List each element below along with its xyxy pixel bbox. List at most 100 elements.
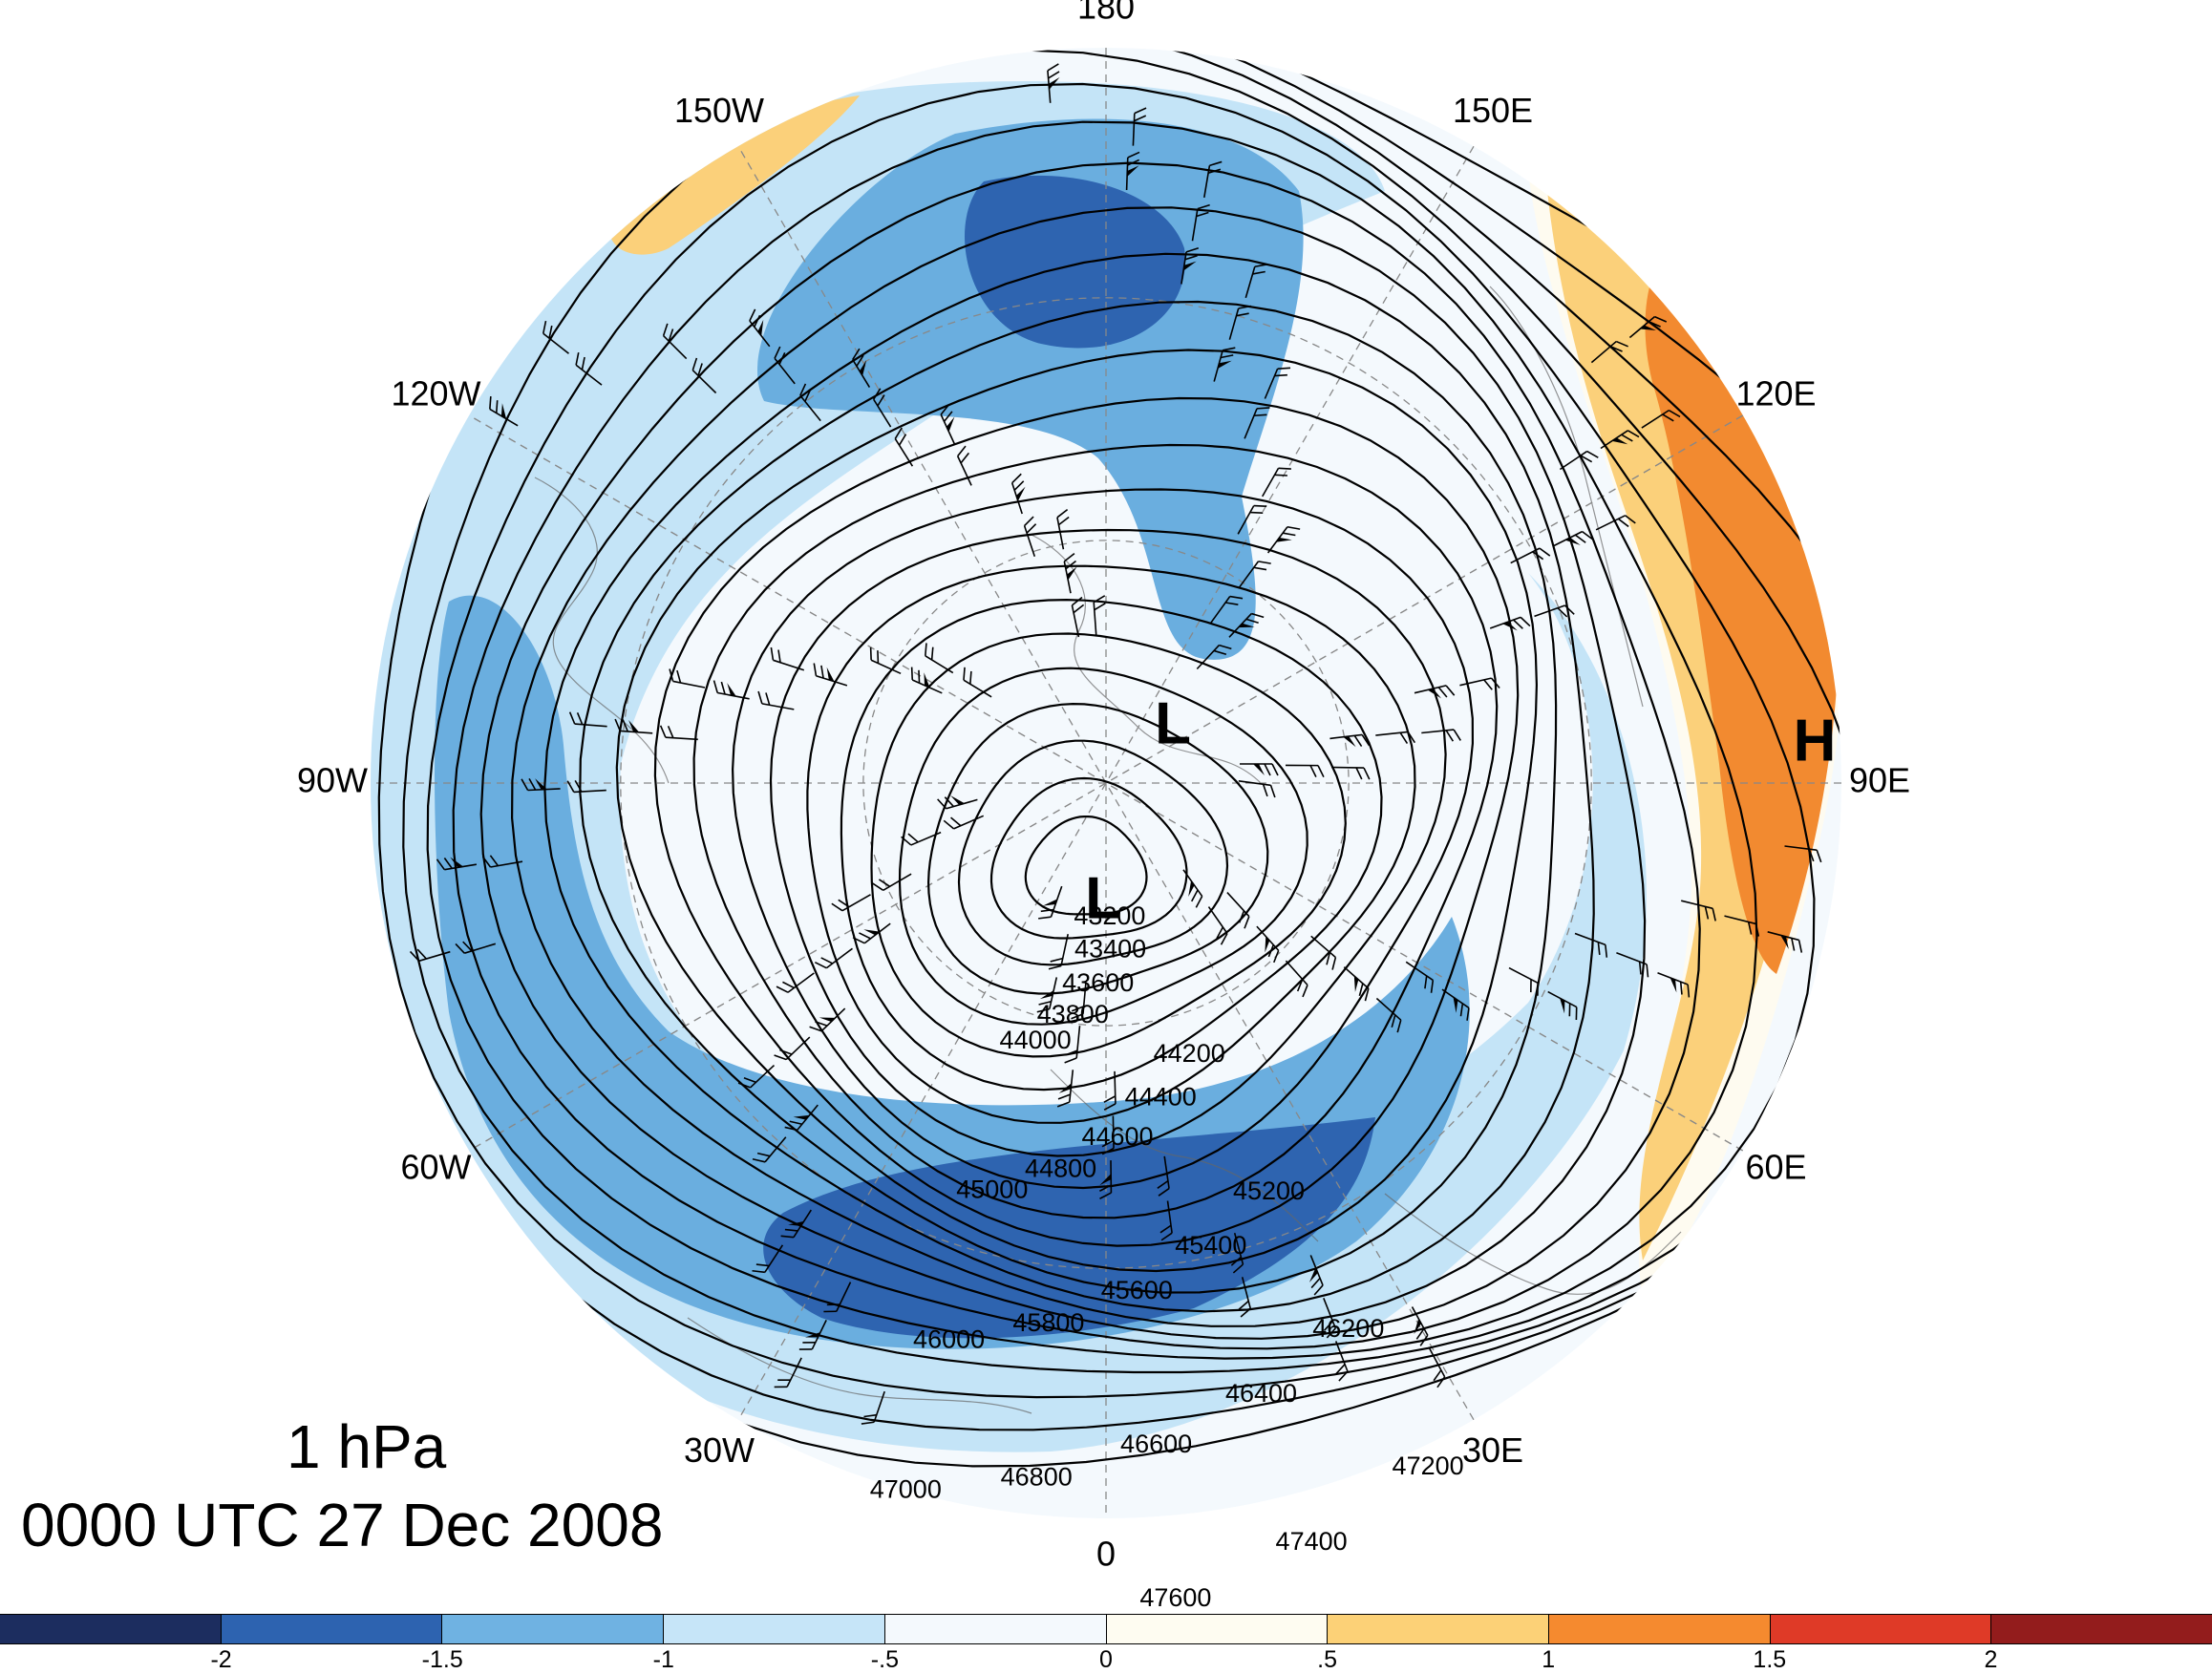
longitude-label: 30W — [684, 1430, 755, 1470]
wind-barb — [784, 1104, 819, 1132]
wind-barb — [937, 795, 978, 810]
wind-barb — [852, 922, 891, 944]
wind-barb — [1063, 552, 1077, 594]
wind-barb — [1508, 966, 1539, 996]
contour-label: 46000 — [913, 1325, 985, 1354]
contour-45200 — [692, 443, 1499, 1219]
wind-barb — [1099, 1160, 1113, 1199]
wind-barb — [831, 894, 871, 912]
wind-barb — [757, 690, 795, 710]
contour-label: 47200 — [1393, 1452, 1464, 1480]
longitude-labels: 180 150E 120E 90E 60E 30E 0 30W 60W 90W 120W 150W — [297, 0, 1910, 1574]
longitude-label: 150E — [1453, 91, 1533, 130]
contour-43800 — [926, 702, 1269, 995]
contour-47000 — [402, 49, 1841, 1374]
wind-barb — [752, 1244, 784, 1274]
shade-region-3 — [763, 1117, 1375, 1339]
wind-barb — [1285, 764, 1325, 778]
longitude-label: 30E — [1462, 1430, 1523, 1470]
contour-46400 — [479, 161, 1701, 1340]
colorbar-segment — [1106, 1615, 1329, 1643]
pressure-centers: L L H — [1085, 690, 1836, 931]
colorbar-segment — [0, 1615, 222, 1643]
coastline-1 — [1031, 534, 1262, 784]
colorbar-segment — [221, 1615, 443, 1643]
contour-label: 46800 — [1001, 1463, 1073, 1492]
longitude-label: 0 — [1096, 1535, 1116, 1574]
wind-barb — [1036, 977, 1058, 1013]
wind-barb — [489, 396, 519, 427]
contour-label: 45600 — [1101, 1276, 1173, 1304]
wind-barb — [1262, 467, 1291, 498]
wind-barb — [481, 855, 523, 868]
wind-barb — [894, 427, 914, 467]
contour-label: 43600 — [1062, 968, 1134, 997]
colorbar-tick-label: -1 — [652, 1646, 674, 1673]
wind-barb — [1240, 763, 1279, 776]
wind-barb — [1101, 1115, 1115, 1155]
contour-46000 — [543, 252, 1595, 1313]
longitude-label: 90W — [297, 761, 368, 800]
wind-barb — [940, 404, 956, 445]
wind-barb — [774, 346, 796, 385]
wind-barb — [873, 388, 892, 428]
contour-label: 47400 — [1276, 1527, 1348, 1556]
wind-barb — [1310, 935, 1337, 970]
colorbar-tick-label: -.5 — [870, 1646, 899, 1673]
colorbar — [0, 1614, 2212, 1644]
contour-label: 47600 — [1139, 1583, 1211, 1612]
wind-barb — [956, 445, 972, 486]
wind-barb — [1226, 892, 1250, 929]
wind-barb — [1343, 966, 1370, 1002]
wind-barb — [455, 941, 497, 954]
low-center-label: L — [1155, 690, 1191, 756]
wind-barb — [1724, 915, 1760, 937]
wind-barb — [409, 948, 451, 963]
wind-barb — [1010, 473, 1026, 515]
contour-label: 46200 — [1312, 1314, 1384, 1343]
wind-barb — [1266, 525, 1301, 554]
wind-barb — [1428, 1347, 1446, 1388]
wind-barb — [774, 1357, 802, 1388]
contour-47400 — [371, 48, 1841, 1431]
height-contours — [371, 48, 1841, 1468]
wind-barb — [1616, 952, 1649, 978]
wind-barb — [1375, 731, 1416, 745]
wind-barb — [1308, 1255, 1324, 1296]
contour-43200 — [1024, 816, 1148, 916]
contour-43400 — [989, 776, 1188, 940]
wind-barb — [770, 646, 805, 671]
longitude-label: 60E — [1745, 1148, 1806, 1187]
wind-barb — [1159, 1200, 1173, 1241]
contour-label: 47000 — [870, 1475, 942, 1504]
wind-barb — [1547, 990, 1578, 1020]
longitude-label: 60W — [400, 1148, 471, 1187]
wind-barb — [436, 857, 478, 871]
longitude-label: 180 — [1077, 0, 1135, 27]
wind-barb — [1238, 780, 1276, 798]
wind-barb — [1125, 151, 1140, 191]
contour-label: 45400 — [1175, 1231, 1246, 1260]
contour-label: 44600 — [1081, 1122, 1153, 1151]
wind-barb — [1421, 729, 1461, 742]
longitude-label: 150W — [674, 91, 764, 130]
low-center-label: L — [1085, 865, 1121, 931]
wind-barb — [799, 383, 821, 422]
wind-barb — [809, 1007, 846, 1032]
wind-barb — [1228, 305, 1251, 340]
colorbar-segment — [1328, 1615, 1549, 1643]
wind-barb — [1071, 596, 1085, 638]
contour-label: 46400 — [1225, 1379, 1297, 1408]
wind-barb — [1256, 925, 1280, 964]
contour-46600 — [452, 120, 1758, 1350]
wind-barb — [869, 646, 902, 675]
shade-region-8 — [611, 95, 860, 255]
wind-barb — [737, 1065, 776, 1089]
wind-barb — [780, 1209, 812, 1239]
wind-barb — [925, 643, 954, 674]
coastline-5 — [687, 1317, 1032, 1414]
contour-47600 — [371, 48, 1841, 1468]
wind-barb — [1207, 906, 1228, 945]
